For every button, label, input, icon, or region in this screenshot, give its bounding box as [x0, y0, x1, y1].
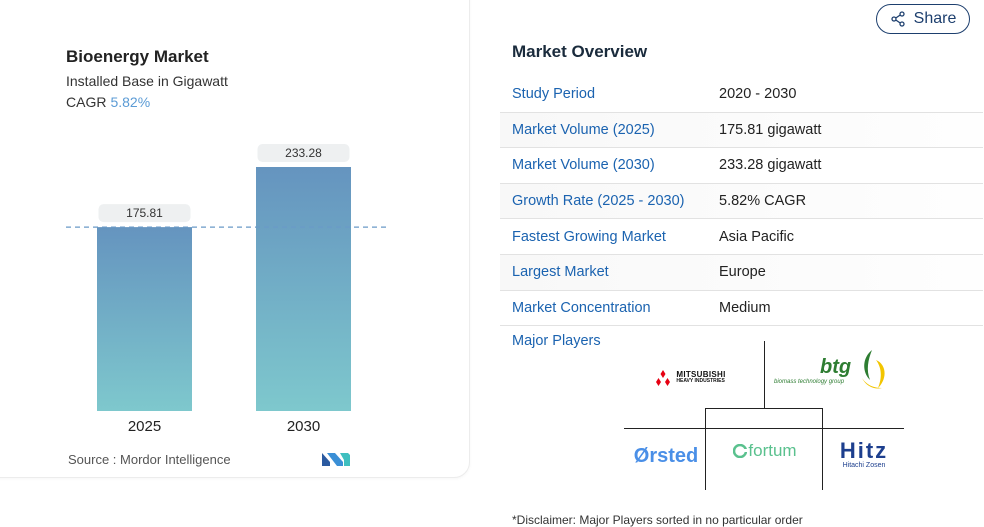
hitz-wordmark: Hitz: [839, 437, 889, 463]
overview-key[interactable]: Largest Market: [512, 264, 609, 281]
overview-value: Medium: [719, 299, 771, 316]
overview-row: Fastest Growing Market Asia Pacific: [500, 219, 983, 255]
fortum-mark-icon: [733, 444, 748, 458]
chart-card: [0, 0, 470, 478]
mitsubishi-line1: MITSUBISHI: [676, 370, 726, 379]
overview-row: Market Concentration Medium: [500, 291, 983, 327]
btg-leaf-icon: [862, 350, 885, 389]
overview-value: Asia Pacific: [719, 228, 794, 245]
players-divider: [822, 408, 823, 490]
overview-key[interactable]: Fastest Growing Market: [512, 228, 666, 245]
share-label: Share: [913, 10, 957, 27]
source-name: Mordor Intelligence: [120, 452, 231, 467]
disclaimer-text: *Disclaimer: Major Players sorted in no …: [512, 513, 803, 527]
players-divider: [705, 408, 706, 490]
chart-cagr: CAGR 5.82%: [66, 94, 150, 110]
cagr-value: 5.82%: [110, 94, 151, 110]
player-logo-mitsubishi[interactable]: MITSUBISHI HEAVY INDUSTRIES: [640, 366, 740, 390]
source-line: Source : Mordor Intelligence: [68, 452, 231, 467]
player-logo-btg[interactable]: btg biomass technology group: [772, 348, 892, 392]
bar-chart: 175.81 2025 233.28 2030: [66, 144, 386, 435]
chart-title: Bioenergy Market: [66, 47, 209, 66]
data-label-bg: [98, 204, 191, 223]
share-icon: [890, 11, 905, 27]
overview-key[interactable]: Market Volume (2030): [512, 157, 655, 174]
share-button[interactable]: Share: [876, 4, 970, 34]
players-divider: [624, 428, 904, 429]
major-players-label[interactable]: Major Players: [512, 333, 601, 349]
overview-key[interactable]: Market Concentration: [512, 299, 651, 316]
overview-key[interactable]: Study Period: [512, 86, 596, 103]
orsted-wordmark: Ørsted: [633, 444, 699, 467]
overview-value: 2020 - 2030: [719, 86, 797, 103]
x-tick-label: 2030: [287, 418, 320, 435]
overview-title: Market Overview: [512, 42, 648, 61]
overview-row: Market Volume (2030) 233.28 gigawatt: [500, 148, 983, 184]
data-label: 233.28: [285, 146, 322, 160]
hitz-tagline: Hitachi Zosen: [842, 461, 886, 469]
fortum-wordmark: fortum: [748, 441, 797, 460]
overview-row: Growth Rate (2025 - 2030) 5.82% CAGR: [500, 183, 983, 220]
chart-subtitle: Installed Base in Gigawatt: [66, 73, 228, 89]
btg-tagline: biomass technology group: [774, 379, 845, 385]
bar-2025[interactable]: [97, 227, 192, 411]
mordor-intelligence-logo: [322, 453, 350, 466]
overview-key[interactable]: Growth Rate (2025 - 2030): [512, 193, 685, 210]
overview-key[interactable]: Market Volume (2025): [512, 121, 655, 138]
mitsubishi-diamonds-icon: [656, 370, 671, 386]
players-divider: [764, 341, 765, 408]
x-tick-label: 2025: [128, 418, 161, 435]
overview-row: Largest Market Europe: [500, 254, 983, 291]
btg-wordmark: btg: [820, 356, 852, 378]
data-label-bg: [257, 144, 350, 162]
overview-value: 5.82% CAGR: [719, 193, 807, 210]
player-logo-orsted[interactable]: Ørsted: [628, 440, 704, 472]
mitsubishi-line2: HEAVY INDUSTRIES: [676, 378, 725, 384]
overview-table: Study Period 2020 - 2030 Market Volume (…: [500, 77, 983, 327]
player-logo-fortum[interactable]: fortum: [722, 438, 808, 464]
bar-2030[interactable]: [256, 167, 351, 411]
overview-row: Market Volume (2025) 175.81 gigawatt: [500, 112, 983, 149]
cagr-label: CAGR: [66, 94, 107, 110]
source-label: Source :: [68, 452, 117, 467]
players-divider: [705, 408, 823, 409]
data-label: 175.81: [126, 206, 163, 220]
overview-value: Europe: [719, 264, 766, 281]
overview-value: 233.28 gigawatt: [719, 157, 822, 174]
player-logo-hitz[interactable]: Hitz Hitachi Zosen: [832, 436, 896, 472]
overview-row: Study Period 2020 - 2030: [500, 77, 983, 113]
overview-value: 175.81 gigawatt: [719, 121, 822, 138]
